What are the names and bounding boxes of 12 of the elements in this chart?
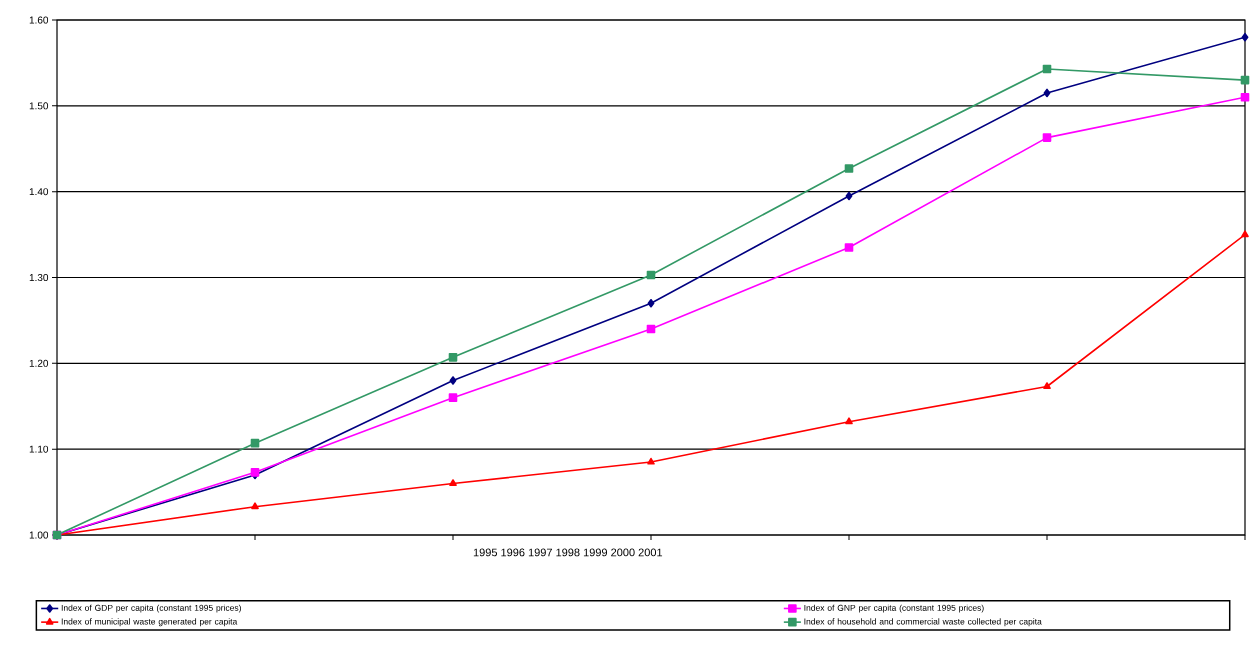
y-tick-label: 1.40 (29, 188, 49, 196)
y-tick-label: 1.60 (29, 16, 49, 24)
legend-label: Index of household and commercial waste collected per capita (804, 618, 1042, 627)
y-tick-label: 1.00 (29, 531, 49, 539)
legend-label: Index of municipal waste generated per capita (61, 618, 238, 627)
y-tick-label: 1.10 (29, 445, 49, 453)
legend-label: Index of GNP per capita (constant 1995 prices) (804, 604, 984, 613)
x-axis-title: 1995 1996 1997 1998 1999 2000 2001 (473, 548, 663, 557)
legend-label: Index of GDP per capita (constant 1995 prices) (61, 604, 241, 613)
y-tick-label: 1.30 (29, 273, 49, 282)
y-tick-label: 1.50 (29, 102, 49, 110)
y-tick-label: 1.20 (29, 359, 49, 367)
